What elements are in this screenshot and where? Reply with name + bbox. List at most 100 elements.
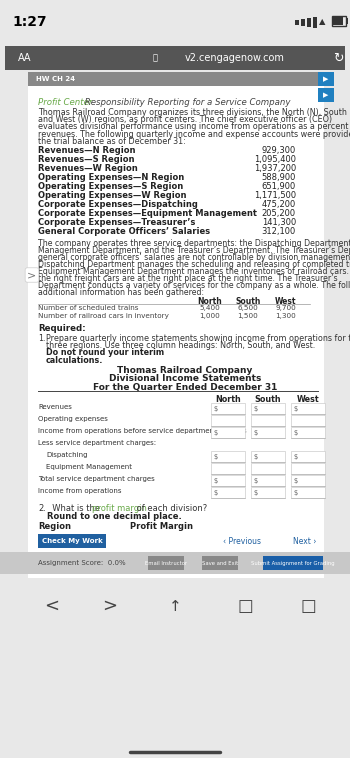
- Text: Revenues—S Region: Revenues—S Region: [38, 155, 134, 164]
- Bar: [291, 475, 325, 486]
- Text: Save and Exit: Save and Exit: [202, 561, 238, 565]
- Text: Income from operations: Income from operations: [38, 488, 121, 494]
- Bar: [211, 451, 245, 462]
- Text: AA: AA: [18, 53, 32, 63]
- Text: North: North: [215, 395, 241, 404]
- Text: the right freight cars are at the right place at the right time. The Treasurer’s: the right freight cars are at the right …: [38, 274, 338, 283]
- Text: Submit Assignment for Grading: Submit Assignment for Grading: [251, 561, 335, 565]
- Text: $: $: [253, 453, 257, 459]
- Text: $: $: [253, 406, 257, 412]
- Text: The company operates three service departments: the Dispatching Department, the : The company operates three service depar…: [38, 239, 350, 248]
- Text: $: $: [213, 406, 217, 412]
- Text: Thomas Railroad Company: Thomas Railroad Company: [117, 365, 253, 374]
- Text: Divisional Income Statements: Divisional Income Statements: [109, 374, 261, 383]
- Text: >: >: [27, 270, 37, 280]
- Text: Operating expenses: Operating expenses: [38, 416, 108, 422]
- Text: $: $: [293, 406, 297, 412]
- Bar: [307, 18, 311, 27]
- Text: Revenues: Revenues: [38, 404, 72, 410]
- Text: Corporate Expenses—Equipment Management: Corporate Expenses—Equipment Management: [38, 209, 257, 218]
- Bar: [301, 19, 305, 26]
- Text: Do not round your interim: Do not round your interim: [46, 349, 164, 358]
- Text: <: <: [44, 597, 60, 615]
- Text: 9,700: 9,700: [276, 305, 296, 311]
- Bar: [291, 487, 325, 498]
- Bar: [148, 556, 184, 570]
- Text: $: $: [253, 430, 257, 436]
- Bar: [211, 427, 245, 438]
- Text: Number of scheduled trains: Number of scheduled trains: [38, 305, 139, 311]
- Text: of each division?: of each division?: [134, 504, 210, 513]
- Text: 6,500: 6,500: [238, 305, 258, 311]
- Text: Dispatching Department manages the scheduling and releasing of completed trains.: Dispatching Department manages the sched…: [38, 260, 350, 269]
- Bar: [251, 415, 285, 426]
- Bar: [251, 427, 285, 438]
- Text: $: $: [293, 453, 297, 459]
- Text: Responsibility Reporting for a Service Company: Responsibility Reporting for a Service C…: [82, 98, 291, 107]
- Bar: [346, 18, 348, 24]
- Bar: [291, 463, 325, 474]
- Text: South: South: [235, 297, 261, 306]
- Text: $: $: [213, 478, 217, 484]
- Text: 1,500: 1,500: [238, 313, 258, 319]
- Text: general corporate officers’ salaries are not controllable by division management: general corporate officers’ salaries are…: [38, 253, 350, 262]
- Text: ▶: ▶: [323, 76, 329, 82]
- Text: 475,200: 475,200: [262, 200, 296, 209]
- Bar: [211, 415, 245, 426]
- Text: Operating Expenses—N Region: Operating Expenses—N Region: [38, 173, 184, 182]
- Text: Revenues—W Region: Revenues—W Region: [38, 164, 138, 173]
- Text: What is the: What is the: [47, 504, 103, 513]
- Text: 1,300: 1,300: [276, 313, 296, 319]
- Text: Region: Region: [38, 522, 71, 531]
- Text: Department conducts a variety of services for the company as a whole. The follow: Department conducts a variety of service…: [38, 281, 350, 290]
- Text: 1,171,500: 1,171,500: [254, 191, 296, 200]
- Bar: [211, 487, 245, 498]
- Text: profit margin: profit margin: [92, 504, 147, 513]
- Text: calculations.: calculations.: [46, 356, 103, 365]
- Bar: [318, 88, 334, 102]
- Text: General Corporate Officers’ Salaries: General Corporate Officers’ Salaries: [38, 227, 210, 236]
- Text: $: $: [213, 453, 217, 459]
- Text: Assignment Score:  0.0%: Assignment Score: 0.0%: [38, 560, 126, 566]
- Text: Operating Expenses—W Region: Operating Expenses—W Region: [38, 191, 187, 200]
- Text: North: North: [198, 297, 222, 306]
- Bar: [38, 534, 106, 548]
- Bar: [211, 463, 245, 474]
- Text: HW CH 24: HW CH 24: [36, 76, 75, 82]
- Bar: [291, 403, 325, 414]
- Text: South: South: [255, 395, 281, 404]
- Text: Corporate Expenses—Dispatching: Corporate Expenses—Dispatching: [38, 200, 198, 209]
- Text: Equipment Management: Equipment Management: [46, 464, 132, 470]
- Text: West: West: [275, 297, 297, 306]
- Bar: [28, 72, 324, 86]
- Text: □: □: [300, 597, 316, 615]
- Text: 1.: 1.: [38, 334, 46, 343]
- Text: Corporate Expenses—Treasurer’s: Corporate Expenses—Treasurer’s: [38, 218, 195, 227]
- Text: 1,000: 1,000: [199, 313, 220, 319]
- Text: 929,300: 929,300: [262, 146, 296, 155]
- Text: Email Instructor: Email Instructor: [145, 561, 187, 565]
- Text: 1:27: 1:27: [12, 15, 47, 29]
- Bar: [202, 556, 238, 570]
- Bar: [0, 552, 350, 574]
- Text: $: $: [253, 478, 257, 484]
- Text: $: $: [213, 430, 217, 436]
- Text: the trial balance as of December 31:: the trial balance as of December 31:: [38, 136, 186, 146]
- Text: ▶: ▶: [323, 92, 329, 98]
- Bar: [263, 556, 323, 570]
- Bar: [28, 72, 324, 708]
- Text: three regions. Use three column headings: North, South, and West.: three regions. Use three column headings…: [46, 341, 315, 350]
- Text: 205,200: 205,200: [262, 209, 296, 218]
- Text: v2.cengagenow.com: v2.cengagenow.com: [185, 53, 285, 63]
- Text: Prepare quarterly income statements showing income from operations for the: Prepare quarterly income statements show…: [46, 334, 350, 343]
- Text: Revenues—N Region: Revenues—N Region: [38, 146, 135, 155]
- Bar: [291, 451, 325, 462]
- Bar: [251, 463, 285, 474]
- Text: ‹ Previous: ‹ Previous: [223, 537, 261, 546]
- Text: Total service department charges: Total service department charges: [38, 476, 155, 482]
- Text: Round to one decimal place.: Round to one decimal place.: [47, 512, 182, 521]
- Bar: [251, 403, 285, 414]
- Bar: [211, 475, 245, 486]
- Bar: [333, 17, 343, 25]
- Bar: [0, 0, 350, 44]
